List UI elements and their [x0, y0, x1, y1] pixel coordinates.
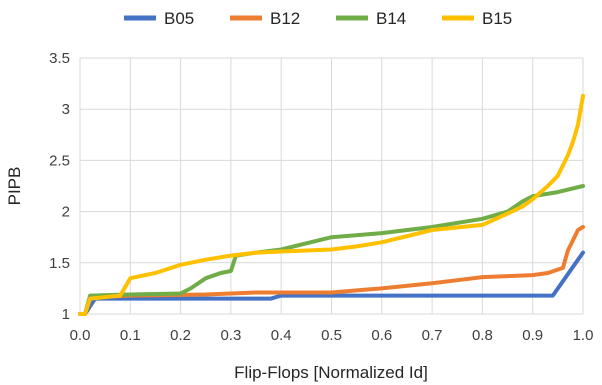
y-tick-label: 1	[62, 306, 70, 323]
x-tick-label: 0.4	[271, 327, 292, 344]
grid	[79, 57, 584, 315]
series-line-b15	[78, 93, 585, 316]
x-axis-ticks: 0.0 0.1 0.2 0.3 0.4 0.5 0.6 0.7 0.8 0.9 1.0	[70, 327, 594, 344]
x-tick-label: 1.0	[573, 327, 594, 344]
y-tick-label: 2.5	[49, 152, 70, 169]
y-axis-ticks: 1 1.5 2 2.5 3 3.5	[49, 50, 70, 323]
x-axis-title: Flip-Flops [Normalized Id]	[234, 363, 428, 382]
x-tick-label: 0.7	[422, 327, 443, 344]
x-tick-label: 0.8	[472, 327, 493, 344]
y-tick-label: 3	[62, 101, 70, 118]
legend: B05 B12 B14 B15	[124, 9, 512, 28]
x-tick-label: 0.9	[522, 327, 543, 344]
y-axis-title: PIPB	[5, 167, 24, 206]
legend-label-b12: B12	[270, 9, 300, 28]
x-tick-label: 0.3	[220, 327, 241, 344]
x-tick-label: 0.6	[371, 327, 392, 344]
series-lines	[78, 93, 585, 316]
legend-label-b05: B05	[164, 9, 194, 28]
x-tick-label: 0.5	[321, 327, 342, 344]
y-tick-label: 3.5	[49, 50, 70, 67]
x-tick-label: 0.2	[170, 327, 191, 344]
legend-label-b14: B14	[376, 9, 406, 28]
x-tick-label: 0.0	[70, 327, 91, 344]
legend-label-b15: B15	[482, 9, 512, 28]
y-tick-label: 2	[62, 204, 70, 221]
y-tick-label: 1.5	[49, 255, 70, 272]
x-tick-label: 0.1	[120, 327, 141, 344]
